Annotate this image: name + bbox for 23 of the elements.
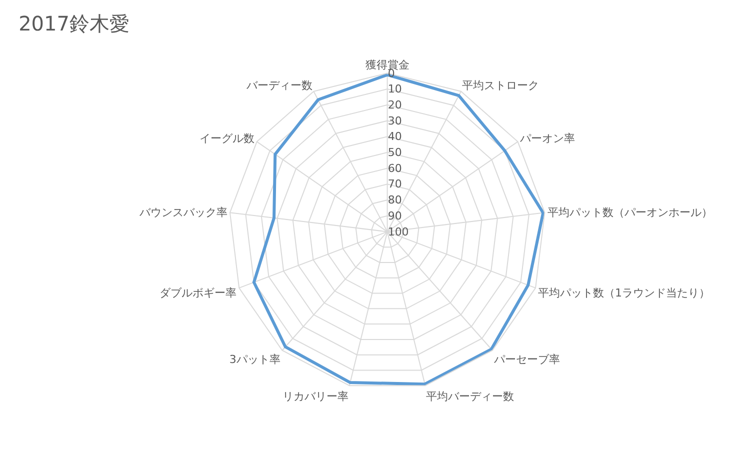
spoke-label: イーグル数 bbox=[200, 132, 255, 146]
y-tick-label: 90 bbox=[388, 209, 402, 222]
spoke-label: 平均パット数（1ラウンド当たり） bbox=[538, 286, 710, 300]
spoke-label: 平均バーディー数 bbox=[426, 390, 514, 403]
y-tick-label: 30 bbox=[388, 114, 402, 128]
spoke-label: パーセーブ率 bbox=[493, 353, 560, 366]
y-tick-label: 20 bbox=[388, 98, 402, 112]
y-tick-label: 40 bbox=[388, 130, 402, 144]
spoke-label: バウンスバック率 bbox=[138, 206, 228, 219]
y-tick-label: 50 bbox=[388, 146, 402, 160]
spoke-label: ダブルボギー率 bbox=[160, 286, 237, 300]
spoke-label: リカバリー率 bbox=[282, 390, 349, 403]
spoke-label: パーオン率 bbox=[518, 132, 575, 146]
spoke-label: バーディー数 bbox=[245, 78, 312, 92]
spoke-label: 平均ストローク bbox=[462, 78, 540, 92]
y-tick-label: 70 bbox=[388, 178, 402, 191]
y-tick-label: 10 bbox=[388, 82, 402, 96]
spoke-label: 3パット率 bbox=[229, 353, 280, 366]
y-tick-label: 80 bbox=[388, 194, 402, 207]
y-tick-label: 60 bbox=[388, 162, 402, 175]
spoke-label: 平均パット数（パーオンホール） bbox=[547, 206, 712, 219]
y-tick-label: 100 bbox=[388, 225, 409, 238]
chart-title: 2017鈴木愛 bbox=[18, 11, 130, 36]
